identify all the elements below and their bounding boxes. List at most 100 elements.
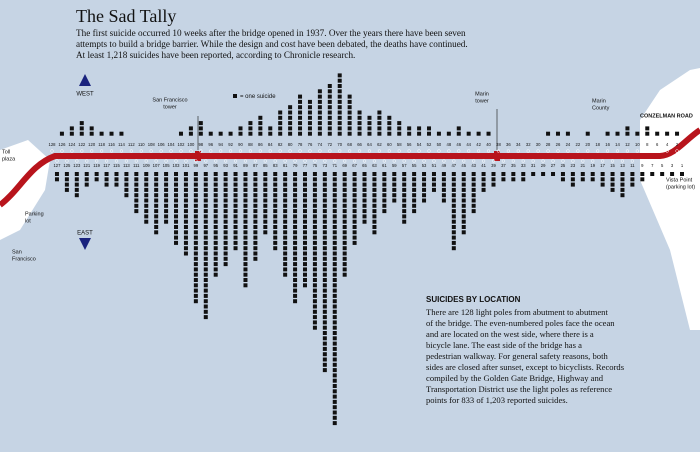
pole-light <box>640 159 644 163</box>
tally-square <box>283 240 288 245</box>
tally-square <box>307 105 312 110</box>
tally-square <box>298 110 303 115</box>
pole-light <box>620 159 625 163</box>
tally-square <box>144 203 149 208</box>
tally-square <box>302 235 307 240</box>
tally-column <box>322 172 327 373</box>
tally-square <box>164 219 169 224</box>
tally-column <box>79 121 84 136</box>
tally-square <box>570 177 575 182</box>
side-line: of the bridge. The even-numbered poles f… <box>426 318 615 328</box>
tally-square <box>233 240 238 245</box>
tally-square <box>203 203 208 208</box>
tally-square <box>412 193 417 198</box>
tally-square <box>253 187 258 192</box>
tally-square <box>402 209 407 214</box>
tally-square <box>243 187 248 192</box>
intro-line: The first suicide occurred 10 weeks afte… <box>76 28 466 38</box>
tally-square <box>441 187 446 192</box>
tally-column <box>114 172 119 187</box>
tally-column <box>154 172 159 235</box>
pole-label: 119 <box>93 163 100 168</box>
tally-square <box>322 272 327 277</box>
tally-square <box>243 283 248 288</box>
tally-square <box>243 230 248 235</box>
tally-square <box>243 251 248 256</box>
tally-square <box>377 131 382 136</box>
tally-column <box>337 73 342 136</box>
tally-square <box>675 131 680 136</box>
tally-square <box>69 131 74 136</box>
pole-light <box>496 149 501 153</box>
tally-square <box>203 187 208 192</box>
tally-square <box>372 225 377 229</box>
tally-square <box>352 203 357 208</box>
pole-label: 38 <box>496 142 501 147</box>
tally-square <box>193 230 198 235</box>
tally-square <box>347 131 352 136</box>
tally-square <box>392 172 397 176</box>
tally-square <box>402 187 407 192</box>
tally-square <box>312 288 317 293</box>
pole-light <box>630 159 635 163</box>
tally-square <box>590 172 595 176</box>
pole-label: 40 <box>486 142 491 147</box>
tally-square <box>64 182 69 187</box>
tally-square <box>630 172 635 176</box>
pole-label: 113 <box>123 163 130 168</box>
pole-label: 44 <box>466 142 471 147</box>
tally-square <box>352 182 357 187</box>
tally-square <box>243 235 248 240</box>
tally-square <box>312 272 317 277</box>
tally-square <box>352 225 357 229</box>
tally-square <box>263 172 268 176</box>
tally-square <box>74 187 79 192</box>
tally-column <box>590 172 595 182</box>
marin-tower <box>494 151 500 161</box>
tally-square <box>327 115 332 120</box>
tally-square <box>367 121 372 126</box>
pole-light <box>501 159 506 163</box>
tally-square <box>322 193 327 198</box>
tally-square <box>283 230 288 235</box>
tally-square <box>193 299 198 304</box>
pole-light <box>417 149 421 153</box>
tally-square <box>501 172 506 176</box>
tally-square <box>193 272 198 277</box>
tally-square <box>382 172 387 176</box>
place-label: plaza <box>2 156 16 162</box>
tally-square <box>183 246 188 251</box>
place-label: Parking <box>25 211 44 217</box>
pole-label: 110 <box>138 142 145 147</box>
tally-square <box>154 225 159 229</box>
pole-label: 80 <box>288 142 293 147</box>
tally-square <box>293 246 298 251</box>
tally-square <box>233 246 238 251</box>
tally-column <box>263 172 268 235</box>
tally-square <box>293 177 298 182</box>
pole-label: 109 <box>143 163 151 168</box>
tally-square <box>387 126 392 131</box>
pole-label: 68 <box>347 142 352 147</box>
pole-light <box>50 149 54 153</box>
tally-square <box>352 187 357 192</box>
tally-square <box>124 177 129 182</box>
tally-square <box>288 131 293 136</box>
pole-label: 125 <box>63 163 71 168</box>
tally-square <box>283 246 288 251</box>
tally-square <box>610 177 615 182</box>
tally-column <box>119 131 124 136</box>
tally-square <box>312 198 317 203</box>
pole-label: 24 <box>566 142 571 147</box>
tally-square <box>283 182 288 187</box>
tally-square <box>322 304 327 309</box>
tally-square <box>283 219 288 224</box>
tally-square <box>352 235 357 240</box>
tally-square <box>412 209 417 214</box>
tally-square <box>213 219 218 224</box>
pole-light <box>323 159 327 163</box>
west-arrow <box>79 74 91 86</box>
tally-column <box>377 110 382 136</box>
tally-square <box>144 198 149 203</box>
tally-square <box>223 246 228 251</box>
